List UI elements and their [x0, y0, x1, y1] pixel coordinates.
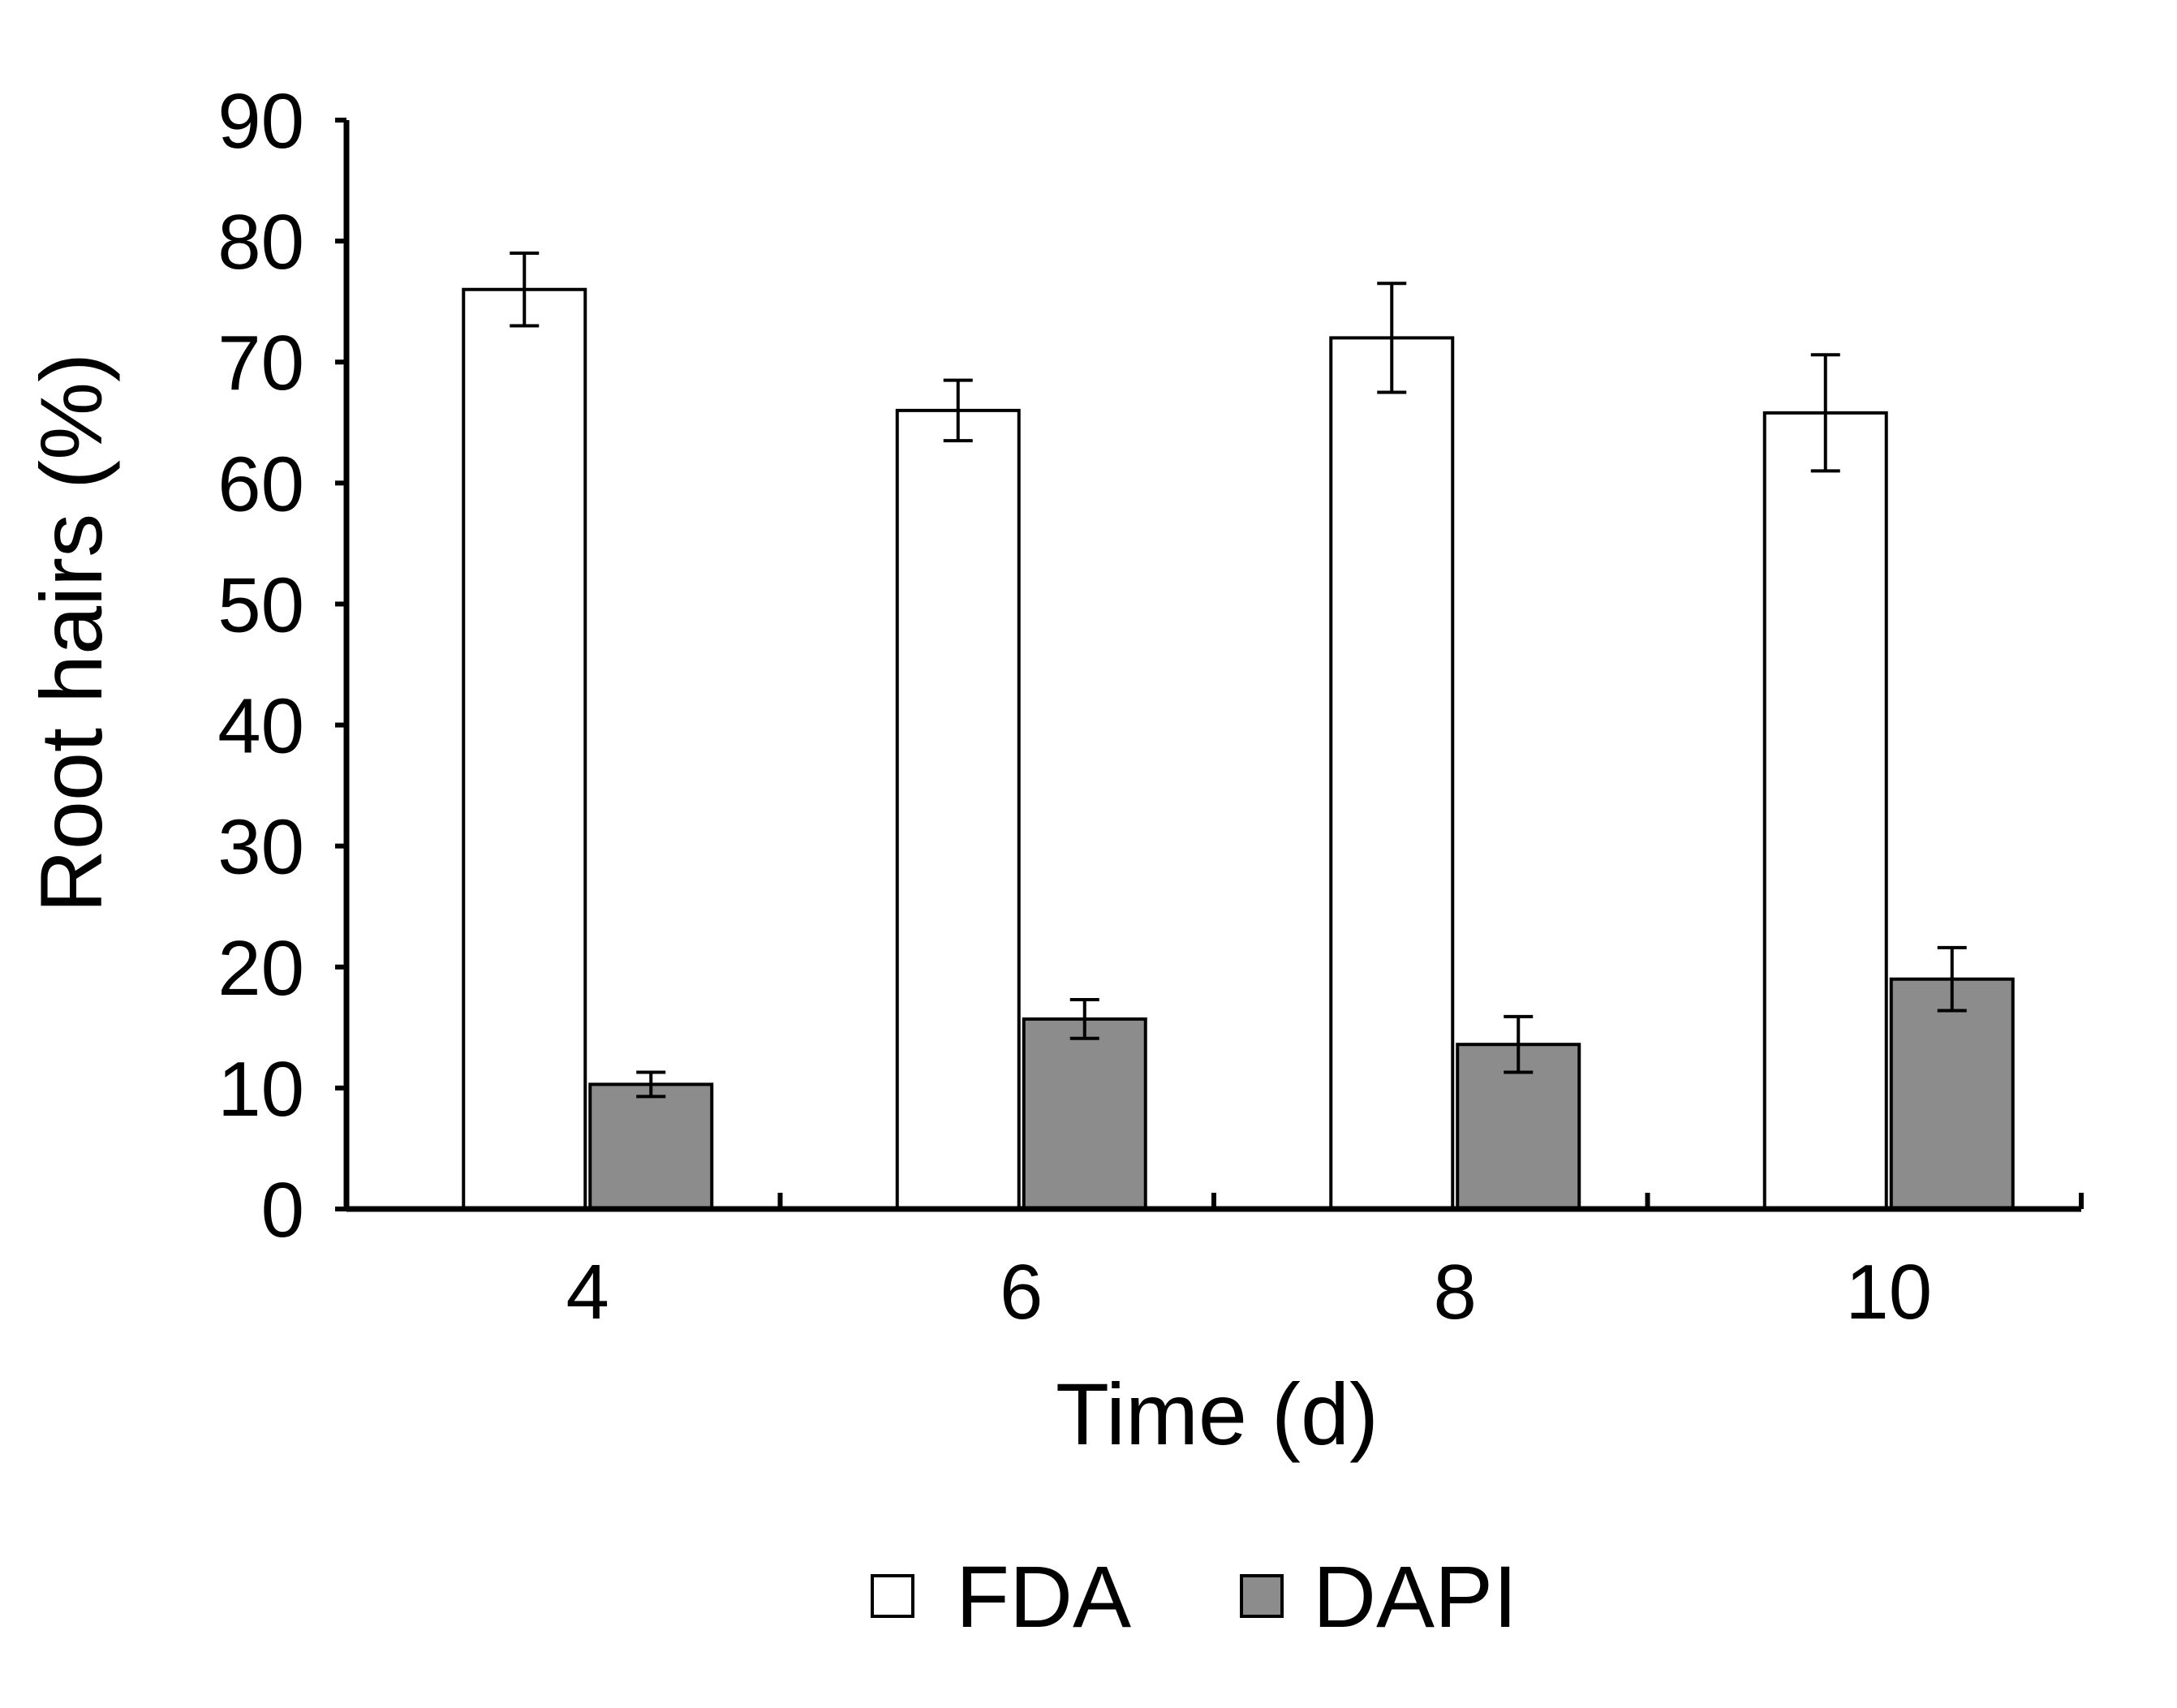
- bars-layer: [462, 287, 2015, 1211]
- y-tick-label: 0: [261, 1167, 304, 1254]
- y-tick-label: 90: [217, 78, 304, 165]
- x-tick-label: 4: [566, 1249, 609, 1336]
- y-tick-label: 80: [217, 199, 304, 286]
- x-tick-label: 10: [1845, 1249, 1932, 1336]
- bar-fda-4: [462, 287, 587, 1211]
- y-tick-label: 60: [217, 441, 304, 527]
- legend: FDA DAPI: [871, 1547, 1517, 1646]
- y-tick-label: 30: [217, 804, 304, 891]
- y-tick-label: 40: [217, 683, 304, 770]
- x-axis-title: Time (d): [1056, 1365, 1379, 1463]
- y-tick-label: 10: [217, 1046, 304, 1133]
- legend-swatch-dapi: [1240, 1574, 1284, 1618]
- y-ticks: 0 10 20 30 40 50 60 70 80 90: [217, 78, 346, 1254]
- y-axis-title: Root hairs (%): [22, 353, 120, 913]
- y-tick-label: 70: [217, 320, 304, 407]
- bar-dapi-6: [1022, 1017, 1147, 1211]
- error-bars-layer: [510, 252, 1967, 1099]
- bar-fda-8: [1329, 336, 1455, 1211]
- bar-fda-10: [1762, 411, 1888, 1211]
- x-tick-label: 8: [1434, 1249, 1477, 1336]
- bar-dapi-4: [588, 1082, 714, 1211]
- bar-fda-6: [895, 408, 1021, 1211]
- legend-label-fda: FDA: [956, 1547, 1131, 1646]
- y-tick-label: 20: [217, 925, 304, 1012]
- legend-label-dapi: DAPI: [1313, 1547, 1517, 1646]
- legend-swatch-fda: [871, 1574, 914, 1618]
- x-tick-label: 6: [1000, 1249, 1043, 1336]
- bar-dapi-10: [1889, 977, 2015, 1211]
- y-tick-label: 50: [217, 561, 304, 648]
- x-ticks: 4 6 8 10: [344, 1193, 2084, 1336]
